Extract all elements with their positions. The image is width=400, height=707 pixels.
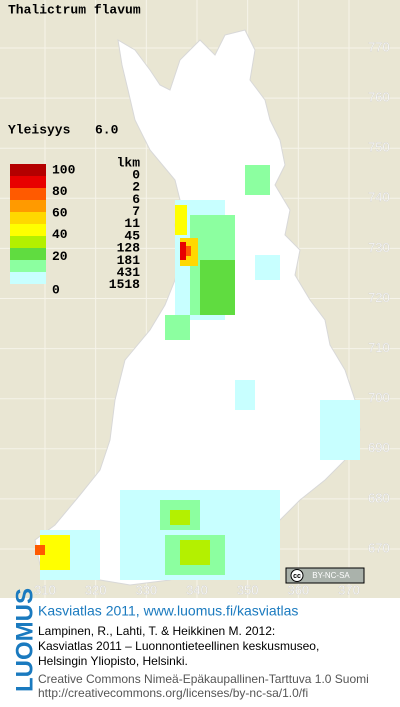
legend-count: 7 — [132, 204, 140, 219]
legend-swatch — [10, 212, 46, 224]
legend-swatch — [10, 176, 46, 188]
y-tick-label: 770 — [368, 39, 390, 54]
y-tick-label: 670 — [368, 540, 390, 555]
occurrence-cells — [35, 165, 360, 580]
frequency-value: 6.0 — [95, 122, 119, 137]
legend-count: 45 — [124, 228, 140, 243]
legend-swatch — [10, 200, 46, 212]
citation-line: Kasviatlas 2011 – Luonnontieteellinen ke… — [38, 639, 319, 653]
frequency-label: Yleisyys — [8, 122, 71, 137]
legend-scale-label: 100 — [52, 162, 76, 177]
x-tick-label: 320 — [85, 582, 107, 597]
y-tick-label: 720 — [368, 290, 390, 305]
x-tick-label: 340 — [186, 582, 208, 597]
legend-count: 431 — [117, 265, 141, 280]
legend-count: 128 — [117, 241, 141, 256]
legend-scale-label: 60 — [52, 206, 68, 221]
y-tick-label: 690 — [368, 440, 390, 455]
count-header: lkm — [117, 155, 141, 170]
legend-swatch — [10, 272, 46, 284]
y-tick-label: 740 — [368, 190, 390, 205]
legend-scale-label: 40 — [52, 227, 68, 242]
logo: LUOMUS — [11, 588, 38, 692]
y-tick-label: 750 — [368, 140, 390, 155]
y-tick-label: 730 — [368, 240, 390, 255]
x-tick-label: 360 — [287, 582, 309, 597]
citation-line: Lampinen, R., Lahti, T. & Heikkinen M. 2… — [38, 624, 275, 638]
x-tick-label: 350 — [237, 582, 259, 597]
legend-swatch — [10, 260, 46, 272]
x-tick-label: 370 — [338, 582, 360, 597]
legend-count: 6 — [132, 192, 140, 207]
cc-label: cc — [293, 573, 301, 580]
citation-line: Helsingin Yliopisto, Helsinki. — [38, 654, 188, 668]
y-tick-label: 760 — [368, 90, 390, 105]
legend-count: 2 — [132, 180, 140, 195]
species-title: Thalictrum flavum — [8, 2, 141, 17]
legend-swatch — [10, 236, 46, 248]
license-url[interactable]: http://creativecommons.org/licenses/by-n… — [38, 686, 308, 700]
license-label: BY-NC-SA — [312, 571, 350, 580]
y-tick-label: 680 — [368, 490, 390, 505]
atlas-link[interactable]: Kasviatlas 2011, www.luomus.fi/kasviatla… — [38, 603, 298, 619]
x-tick-label: 330 — [135, 582, 157, 597]
license-text: Creative Commons Nimeä-Epäkaupallinen-Ta… — [38, 672, 369, 686]
legend-count: 181 — [117, 253, 141, 268]
legend-swatch — [10, 188, 46, 200]
legend-swatch — [10, 164, 46, 176]
legend-count: 11 — [124, 216, 140, 231]
legend-count: 0 — [132, 167, 140, 182]
legend-swatch — [10, 248, 46, 260]
x-tick-label: 310 — [34, 582, 56, 597]
y-tick-label: 710 — [368, 340, 390, 355]
legend-scale-label: 20 — [52, 249, 68, 264]
y-tick-label: 700 — [368, 390, 390, 405]
legend-scale-label: 0 — [52, 282, 60, 297]
legend-swatch — [10, 224, 46, 236]
legend-count: 1518 — [109, 277, 140, 292]
cc-badge: cc BY-NC-SA — [285, 567, 365, 584]
legend-scale-label: 80 — [52, 184, 68, 199]
